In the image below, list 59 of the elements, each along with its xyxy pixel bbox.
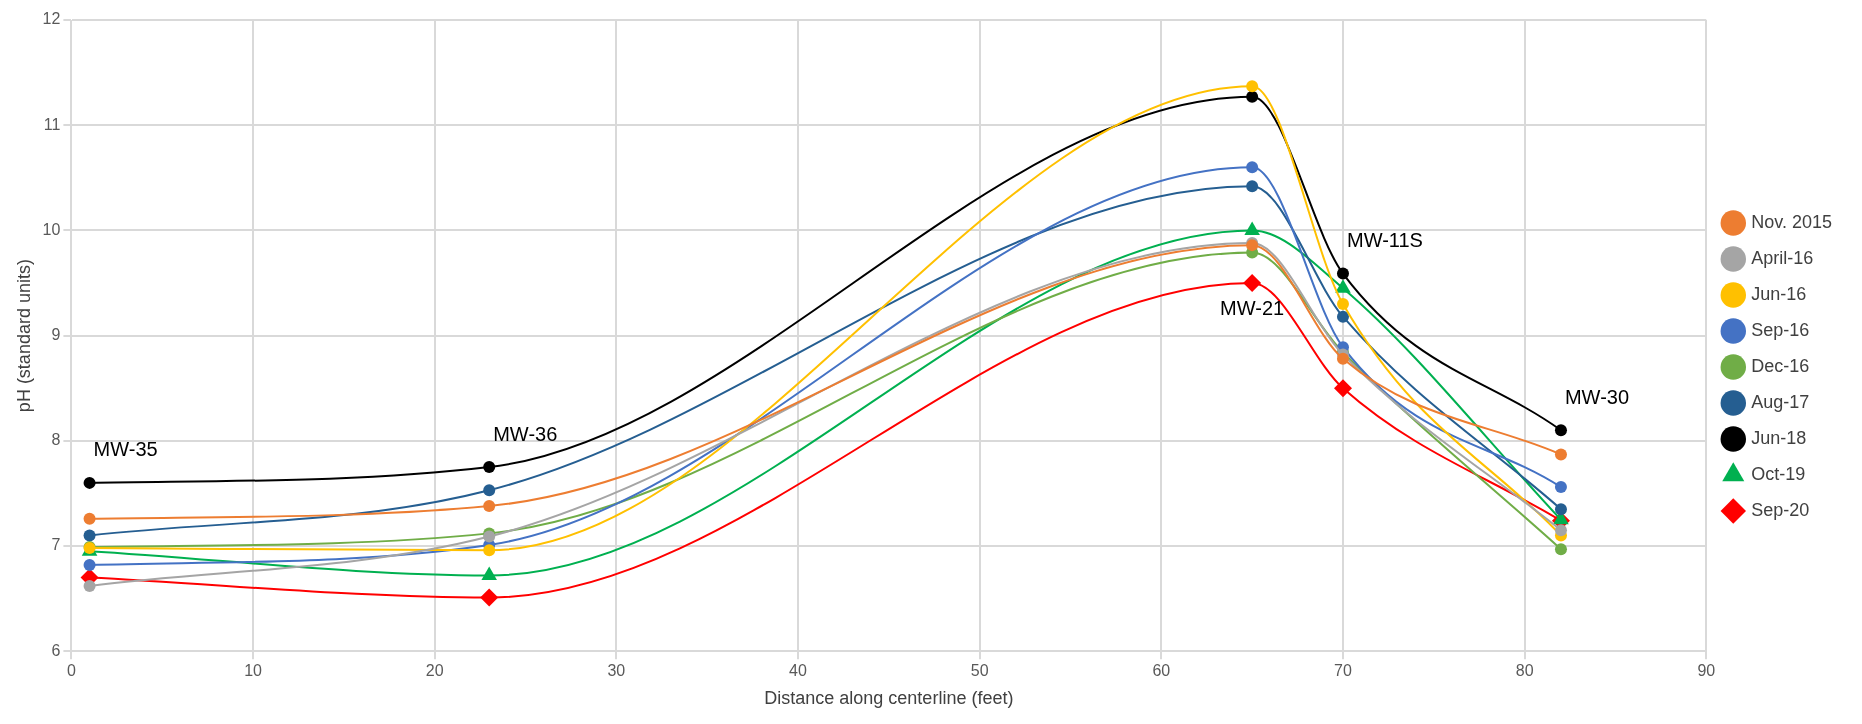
point bbox=[1246, 80, 1259, 93]
x-tick-label: 40 bbox=[789, 662, 808, 680]
x-tick-label: 20 bbox=[425, 662, 444, 680]
x-tick-label: 10 bbox=[244, 662, 263, 680]
point bbox=[1336, 267, 1349, 280]
x-axis-title: Distance along centerline (feet) bbox=[764, 688, 1014, 709]
point bbox=[1554, 543, 1567, 556]
point bbox=[83, 512, 96, 525]
y-tick-label: 7 bbox=[51, 536, 61, 554]
y-tick-label: 6 bbox=[51, 641, 61, 659]
point bbox=[1246, 180, 1259, 193]
point bbox=[1246, 90, 1259, 103]
x-tick-label: 60 bbox=[1152, 662, 1171, 680]
point bbox=[480, 588, 499, 607]
point bbox=[83, 476, 96, 489]
y-tick-label: 10 bbox=[42, 220, 61, 238]
x-tick-label: 70 bbox=[1334, 662, 1352, 680]
annotation: MW-30 bbox=[1564, 385, 1630, 408]
y-axis-title: pH (standard units) bbox=[13, 259, 34, 413]
point bbox=[1246, 161, 1259, 174]
point bbox=[1243, 274, 1262, 292]
point bbox=[1336, 310, 1349, 323]
legend-label: Oct-19 bbox=[1751, 463, 1806, 484]
point bbox=[1336, 352, 1349, 365]
x-tick-label: 30 bbox=[607, 662, 626, 680]
x-tick-label: 80 bbox=[1515, 662, 1534, 680]
point bbox=[1554, 424, 1567, 437]
x-tick-label: 0 bbox=[66, 662, 76, 680]
annotation: MW-35 bbox=[93, 438, 158, 461]
legend-label: April-16 bbox=[1751, 247, 1814, 268]
point bbox=[1554, 481, 1567, 494]
point bbox=[83, 558, 96, 571]
point bbox=[483, 500, 496, 513]
y-tick-label: 8 bbox=[51, 431, 61, 449]
point bbox=[83, 529, 96, 542]
y-tick-label: 11 bbox=[43, 115, 61, 133]
point bbox=[1554, 524, 1567, 537]
annotation: MW-36 bbox=[493, 422, 558, 445]
y-tick-label: 9 bbox=[51, 326, 61, 344]
point bbox=[1336, 298, 1349, 311]
point bbox=[1554, 448, 1567, 461]
legend-label: Aug-17 bbox=[1751, 391, 1810, 412]
x-tick-label: 50 bbox=[970, 662, 989, 680]
annotation: MW-21 bbox=[1220, 296, 1285, 319]
legend-label: Jun-16 bbox=[1751, 283, 1807, 304]
y-tick-label: 12 bbox=[42, 10, 61, 28]
point bbox=[1333, 379, 1352, 398]
legend-label: Jun-18 bbox=[1751, 427, 1807, 448]
point bbox=[83, 579, 96, 592]
legend-label: Dec-16 bbox=[1751, 355, 1810, 376]
legend-label: Sep-20 bbox=[1751, 499, 1810, 520]
legend-label: Nov. 2015 bbox=[1751, 211, 1832, 232]
point bbox=[483, 484, 496, 497]
annotation: MW-11S bbox=[1346, 229, 1423, 252]
point bbox=[483, 461, 496, 474]
point bbox=[1554, 503, 1567, 516]
legend-label: Sep-16 bbox=[1751, 319, 1810, 340]
x-tick-label: 90 bbox=[1697, 662, 1716, 680]
point bbox=[483, 544, 496, 557]
